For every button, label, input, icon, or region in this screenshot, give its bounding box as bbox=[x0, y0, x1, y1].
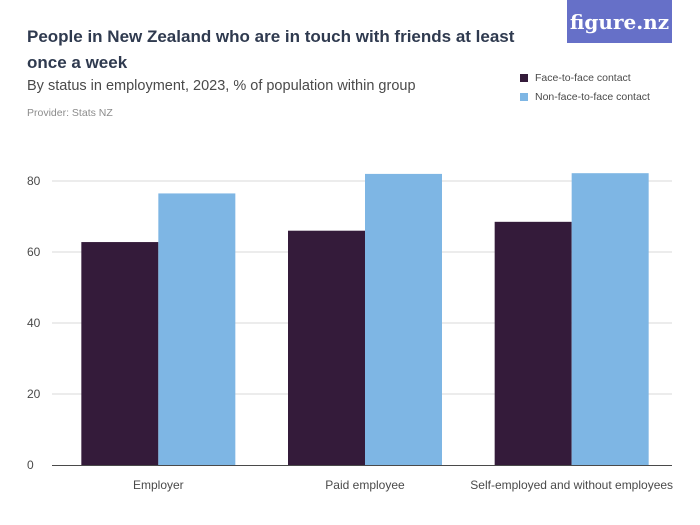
chart-legend: Face-to-face contact Non-face-to-face co… bbox=[520, 68, 650, 106]
y-tick-label: 0 bbox=[27, 458, 34, 472]
bar bbox=[494, 221, 572, 465]
x-tick-label: Self-employed and without employees bbox=[470, 478, 673, 492]
y-tick-label: 20 bbox=[27, 387, 41, 401]
bar bbox=[571, 173, 649, 465]
legend-label-face-to-face: Face-to-face contact bbox=[535, 71, 631, 84]
bar bbox=[81, 242, 159, 465]
legend-label-non-face-to-face: Non-face-to-face contact bbox=[535, 90, 650, 103]
figure-nz-logo[interactable]: figure.nz bbox=[567, 0, 672, 43]
y-tick-label: 60 bbox=[27, 245, 41, 259]
x-tick-label: Employer bbox=[133, 478, 184, 492]
chart-title: People in New Zealand who are in touch w… bbox=[27, 27, 515, 72]
legend-swatch-face-to-face bbox=[520, 73, 528, 82]
bar bbox=[365, 173, 442, 465]
bar bbox=[288, 230, 365, 465]
x-tick-label: Paid employee bbox=[325, 478, 405, 492]
legend-item-face-to-face: Face-to-face contact bbox=[520, 68, 650, 87]
chart-subtitle: By status in employment, 2023, % of popu… bbox=[27, 78, 416, 94]
legend-item-non-face-to-face: Non-face-to-face contact bbox=[520, 87, 650, 106]
legend-swatch-non-face-to-face bbox=[520, 92, 528, 101]
bar bbox=[158, 193, 236, 466]
y-tick-label: 40 bbox=[27, 316, 41, 330]
data-provider: Provider: Stats NZ bbox=[27, 107, 113, 119]
y-tick-label: 80 bbox=[27, 174, 41, 188]
